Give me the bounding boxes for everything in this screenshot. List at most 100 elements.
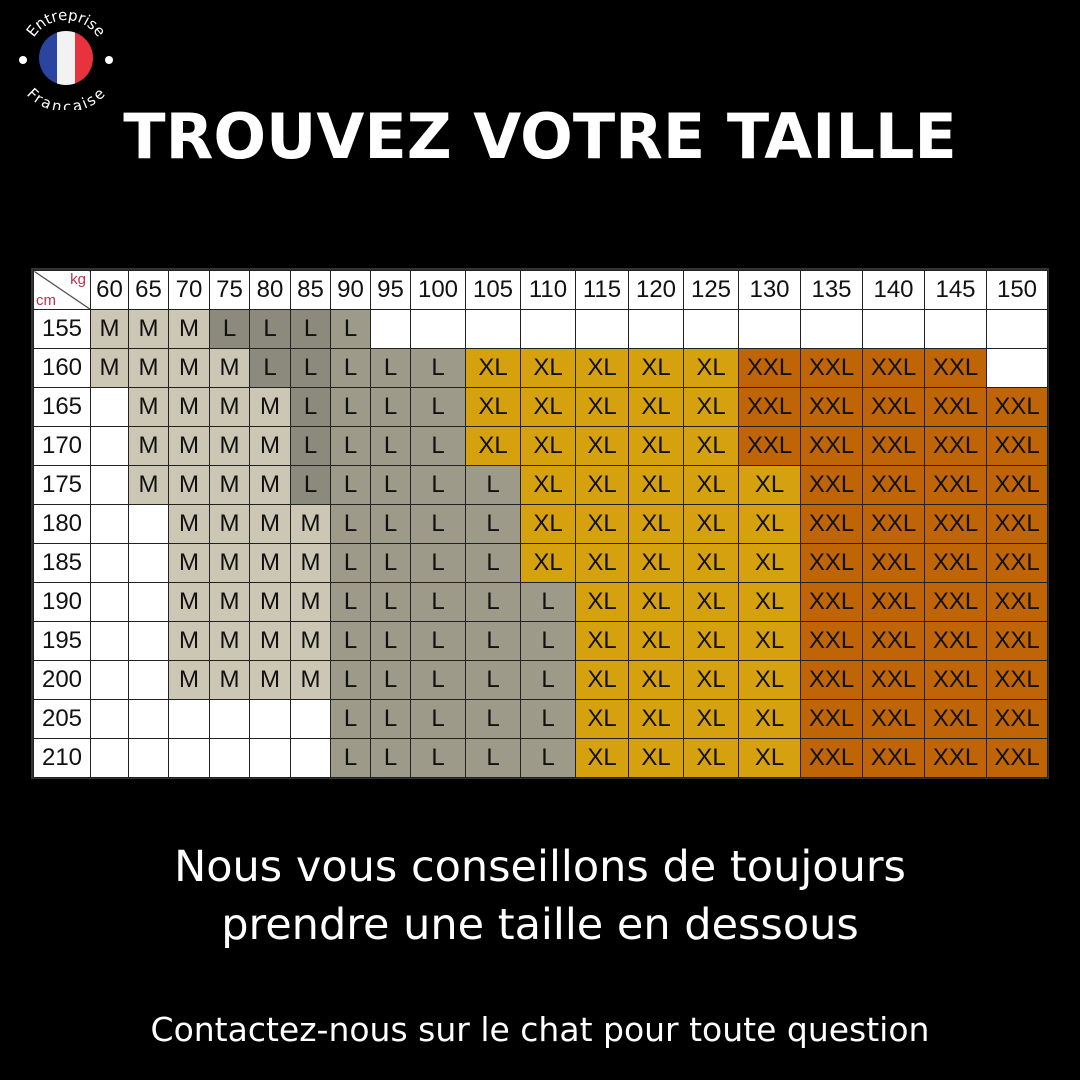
weight-header-85: 85 <box>290 270 331 310</box>
size-cell <box>738 309 801 349</box>
height-header-195: 195 <box>33 621 91 661</box>
size-cell: M <box>209 426 250 466</box>
size-cell <box>90 543 129 583</box>
size-cell <box>90 465 129 505</box>
size-cell <box>465 309 521 349</box>
size-cell: XXL <box>862 504 925 544</box>
size-cell: XXL <box>924 504 987 544</box>
weight-header-120: 120 <box>628 270 684 310</box>
height-header-190: 190 <box>33 582 91 622</box>
table-row: 180 M M M M L L L L XL XL XL XL XL XXL XXL XXL XXL <box>33 504 1048 544</box>
size-cell: XL <box>575 660 629 700</box>
size-table: kg cm 60 65 70 75 80 85 90 95 100 105 110 115 120 125… <box>33 270 1048 778</box>
size-cell: XXL <box>800 348 863 388</box>
size-cell <box>90 699 129 739</box>
size-cell: L <box>410 426 466 466</box>
size-cell: XL <box>683 621 739 661</box>
size-cell: L <box>410 621 466 661</box>
size-cell: XXL <box>862 465 925 505</box>
size-cell: L <box>290 465 331 505</box>
size-cell <box>520 309 576 349</box>
weight-header-60: 60 <box>90 270 129 310</box>
size-cell: XL <box>520 504 576 544</box>
size-cell: L <box>330 348 371 388</box>
size-cell: XXL <box>924 582 987 622</box>
size-cell: XXL <box>924 738 987 778</box>
weight-header-90: 90 <box>330 270 371 310</box>
advice-line-1: Nous vous conseillons de toujours <box>174 842 906 892</box>
size-cell: L <box>330 660 371 700</box>
table-row: 190 M M M M L L L L L XL XL XL XL XXL XXL XXL XXL <box>33 582 1048 622</box>
size-cell: XXL <box>924 348 987 388</box>
size-cell: M <box>168 348 210 388</box>
height-header-185: 185 <box>33 543 91 583</box>
size-cell <box>800 309 863 349</box>
size-cell: M <box>209 348 250 388</box>
size-cell: XXL <box>986 699 1048 739</box>
size-cell: XL <box>628 387 684 427</box>
size-cell: XXL <box>986 621 1048 661</box>
height-header-175: 175 <box>33 465 91 505</box>
size-cell: L <box>410 387 466 427</box>
header-row: kg cm 60 65 70 75 80 85 90 95 100 105 110 115 120 125… <box>33 270 1048 310</box>
size-cell: M <box>249 504 291 544</box>
size-cell: L <box>370 465 411 505</box>
size-cell <box>168 699 210 739</box>
weight-header-75: 75 <box>209 270 250 310</box>
table-row: 165 M M M M L L L L XL XL XL XL XL XXL XXL XXL XXL XXL <box>33 387 1048 427</box>
size-cell: L <box>370 582 411 622</box>
contact-text: Contactez-nous sur le chat pour toute qu… <box>150 1010 930 1049</box>
size-cell: XL <box>738 699 801 739</box>
size-cell: XL <box>575 621 629 661</box>
size-cell: L <box>465 543 521 583</box>
size-cell: M <box>168 621 210 661</box>
weight-header-100: 100 <box>410 270 466 310</box>
size-cell: L <box>370 699 411 739</box>
size-cell: XXL <box>986 543 1048 583</box>
size-cell: L <box>520 621 576 661</box>
size-cell: XL <box>683 699 739 739</box>
size-chart: kg cm 60 65 70 75 80 85 90 95 100 105 110 115 120 125… <box>31 268 1049 779</box>
size-cell: M <box>249 582 291 622</box>
size-cell: L <box>330 543 371 583</box>
size-cell: XL <box>738 738 801 778</box>
table-row: 175 M M M M L L L L L XL XL XL XL XL XXL XXL XXL XXL <box>33 465 1048 505</box>
table-row: 185 M M M M L L L L XL XL XL XL XL XXL XXL XXL XXL <box>33 543 1048 583</box>
size-cell: M <box>249 465 291 505</box>
size-cell: XL <box>628 699 684 739</box>
size-cell: XL <box>738 582 801 622</box>
size-cell: M <box>168 309 210 349</box>
size-cell: XXL <box>924 660 987 700</box>
size-cell: L <box>520 738 576 778</box>
size-cell: L <box>370 543 411 583</box>
size-cell: XXL <box>800 699 863 739</box>
size-cell: L <box>520 660 576 700</box>
size-cell: XL <box>575 465 629 505</box>
size-cell <box>90 426 129 466</box>
size-cell: L <box>330 309 371 349</box>
height-header-160: 160 <box>33 348 91 388</box>
size-cell: XL <box>520 348 576 388</box>
size-cell: M <box>249 660 291 700</box>
size-cell: XXL <box>800 426 863 466</box>
size-cell: XXL <box>800 387 863 427</box>
size-cell: M <box>290 543 331 583</box>
size-cell: XXL <box>800 543 863 583</box>
table-row: 155 M M M L L L L <box>33 309 1048 349</box>
size-cell: XXL <box>924 387 987 427</box>
size-cell: XL <box>520 465 576 505</box>
table-row: 205 L L L L L XL XL XL XL XXL XXL XXL XXL <box>33 699 1048 739</box>
size-cell: XXL <box>800 621 863 661</box>
size-cell <box>128 660 169 700</box>
size-cell: M <box>168 426 210 466</box>
size-cell: XL <box>738 465 801 505</box>
size-cell: XXL <box>862 348 925 388</box>
size-cell: M <box>290 660 331 700</box>
weight-header-130: 130 <box>738 270 801 310</box>
size-cell: M <box>168 465 210 505</box>
size-cell: M <box>128 387 169 427</box>
size-cell: L <box>330 465 371 505</box>
size-cell: M <box>290 621 331 661</box>
size-cell: XXL <box>862 738 925 778</box>
size-cell: XXL <box>924 426 987 466</box>
